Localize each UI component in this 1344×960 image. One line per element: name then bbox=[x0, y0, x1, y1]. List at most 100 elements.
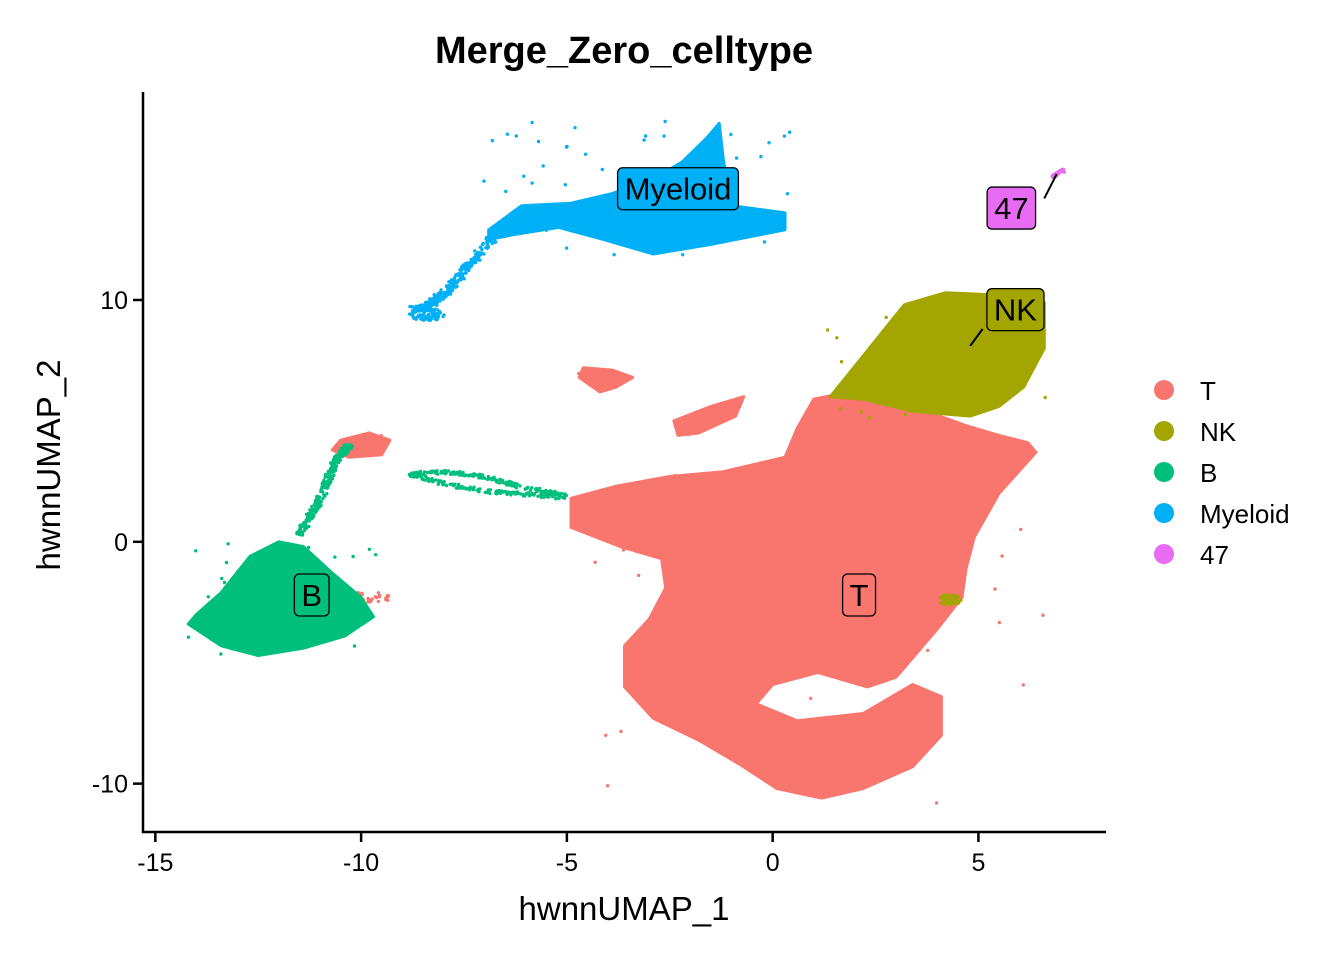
point-b bbox=[281, 630, 285, 634]
point-myeloid bbox=[571, 229, 575, 233]
point-nk bbox=[1030, 350, 1034, 355]
point-nk bbox=[926, 307, 931, 311]
point-t bbox=[754, 579, 759, 584]
cluster-label-text: T bbox=[850, 578, 869, 613]
point-t bbox=[931, 508, 935, 512]
point-b bbox=[326, 616, 331, 620]
point-nk bbox=[897, 334, 901, 338]
point-b bbox=[367, 547, 372, 551]
point-b bbox=[336, 590, 341, 595]
point-nk bbox=[925, 394, 930, 399]
point-t bbox=[788, 561, 792, 565]
point-t bbox=[951, 518, 956, 522]
point-myeloid bbox=[628, 225, 633, 229]
point-nk bbox=[964, 374, 968, 378]
point-t bbox=[713, 411, 717, 415]
point-t bbox=[800, 745, 804, 749]
point-myeloid bbox=[670, 233, 674, 237]
point-nk bbox=[967, 365, 971, 370]
point-t bbox=[838, 738, 842, 743]
point-nk bbox=[942, 404, 946, 408]
point-t bbox=[863, 751, 867, 756]
point-myeloid bbox=[733, 215, 738, 220]
point-t bbox=[364, 450, 369, 455]
point-b bbox=[530, 486, 534, 490]
point-t bbox=[370, 437, 374, 441]
point-t bbox=[848, 471, 852, 475]
point-t bbox=[905, 719, 910, 724]
point-t bbox=[371, 448, 376, 452]
point-b bbox=[354, 602, 359, 607]
point-t bbox=[720, 642, 724, 647]
point-myeloid bbox=[633, 218, 638, 222]
point-b bbox=[310, 504, 314, 509]
point-t bbox=[833, 469, 837, 474]
point-nk bbox=[938, 321, 942, 325]
point-b bbox=[209, 637, 214, 641]
point-t bbox=[355, 447, 360, 452]
point-nk bbox=[954, 600, 958, 604]
point-myeloid bbox=[422, 318, 426, 322]
point-b bbox=[230, 633, 234, 637]
point-myeloid bbox=[607, 238, 611, 243]
point-t bbox=[731, 507, 735, 512]
point-t bbox=[769, 672, 773, 677]
point-b bbox=[502, 481, 506, 485]
point-t bbox=[955, 559, 959, 563]
point-nk bbox=[974, 387, 978, 391]
point-myeloid bbox=[537, 222, 542, 227]
point-t bbox=[673, 473, 678, 478]
point-nk bbox=[987, 395, 992, 399]
point-nk bbox=[923, 361, 928, 365]
point-myeloid bbox=[565, 144, 569, 149]
point-t bbox=[640, 699, 644, 704]
point-t bbox=[1021, 683, 1025, 687]
point-myeloid bbox=[588, 209, 592, 214]
point-nk bbox=[958, 407, 962, 411]
point-b bbox=[283, 573, 287, 577]
point-myeloid bbox=[692, 225, 697, 229]
point-b bbox=[315, 567, 319, 571]
point-t bbox=[890, 466, 895, 470]
point-t bbox=[930, 515, 934, 519]
point-t bbox=[908, 585, 912, 590]
point-b bbox=[193, 621, 197, 626]
point-t bbox=[595, 515, 600, 519]
point-nk bbox=[937, 360, 941, 364]
point-t bbox=[797, 533, 801, 537]
point-myeloid bbox=[640, 214, 644, 218]
point-t bbox=[833, 721, 837, 726]
cluster-t-points-2 bbox=[577, 366, 635, 394]
point-b bbox=[272, 647, 276, 651]
point-nk bbox=[927, 380, 931, 384]
point-t bbox=[752, 700, 756, 704]
point-nk bbox=[945, 341, 949, 346]
point-nk bbox=[972, 406, 977, 410]
point-b bbox=[323, 633, 328, 637]
point-nk bbox=[915, 349, 919, 354]
point-b bbox=[346, 609, 351, 614]
point-47 bbox=[1057, 170, 1062, 175]
point-b bbox=[233, 636, 238, 640]
point-nk bbox=[933, 304, 937, 308]
point-nk bbox=[958, 362, 962, 366]
point-nk bbox=[943, 597, 947, 601]
point-myeloid bbox=[703, 242, 708, 246]
point-b bbox=[250, 617, 255, 621]
point-t bbox=[843, 746, 848, 750]
point-nk bbox=[942, 399, 946, 404]
point-myeloid bbox=[607, 207, 611, 212]
point-myeloid bbox=[740, 218, 744, 222]
point-nk bbox=[838, 407, 843, 411]
point-t bbox=[666, 657, 670, 662]
point-myeloid bbox=[647, 244, 651, 248]
point-t bbox=[750, 585, 754, 589]
point-b bbox=[286, 605, 290, 609]
x-axis-title: hwnnUMAP_1 bbox=[519, 890, 730, 927]
point-nk bbox=[985, 339, 989, 343]
point-myeloid bbox=[711, 220, 715, 225]
point-myeloid bbox=[469, 257, 473, 262]
point-t bbox=[917, 698, 922, 702]
point-t bbox=[703, 712, 707, 716]
point-t bbox=[811, 742, 815, 747]
